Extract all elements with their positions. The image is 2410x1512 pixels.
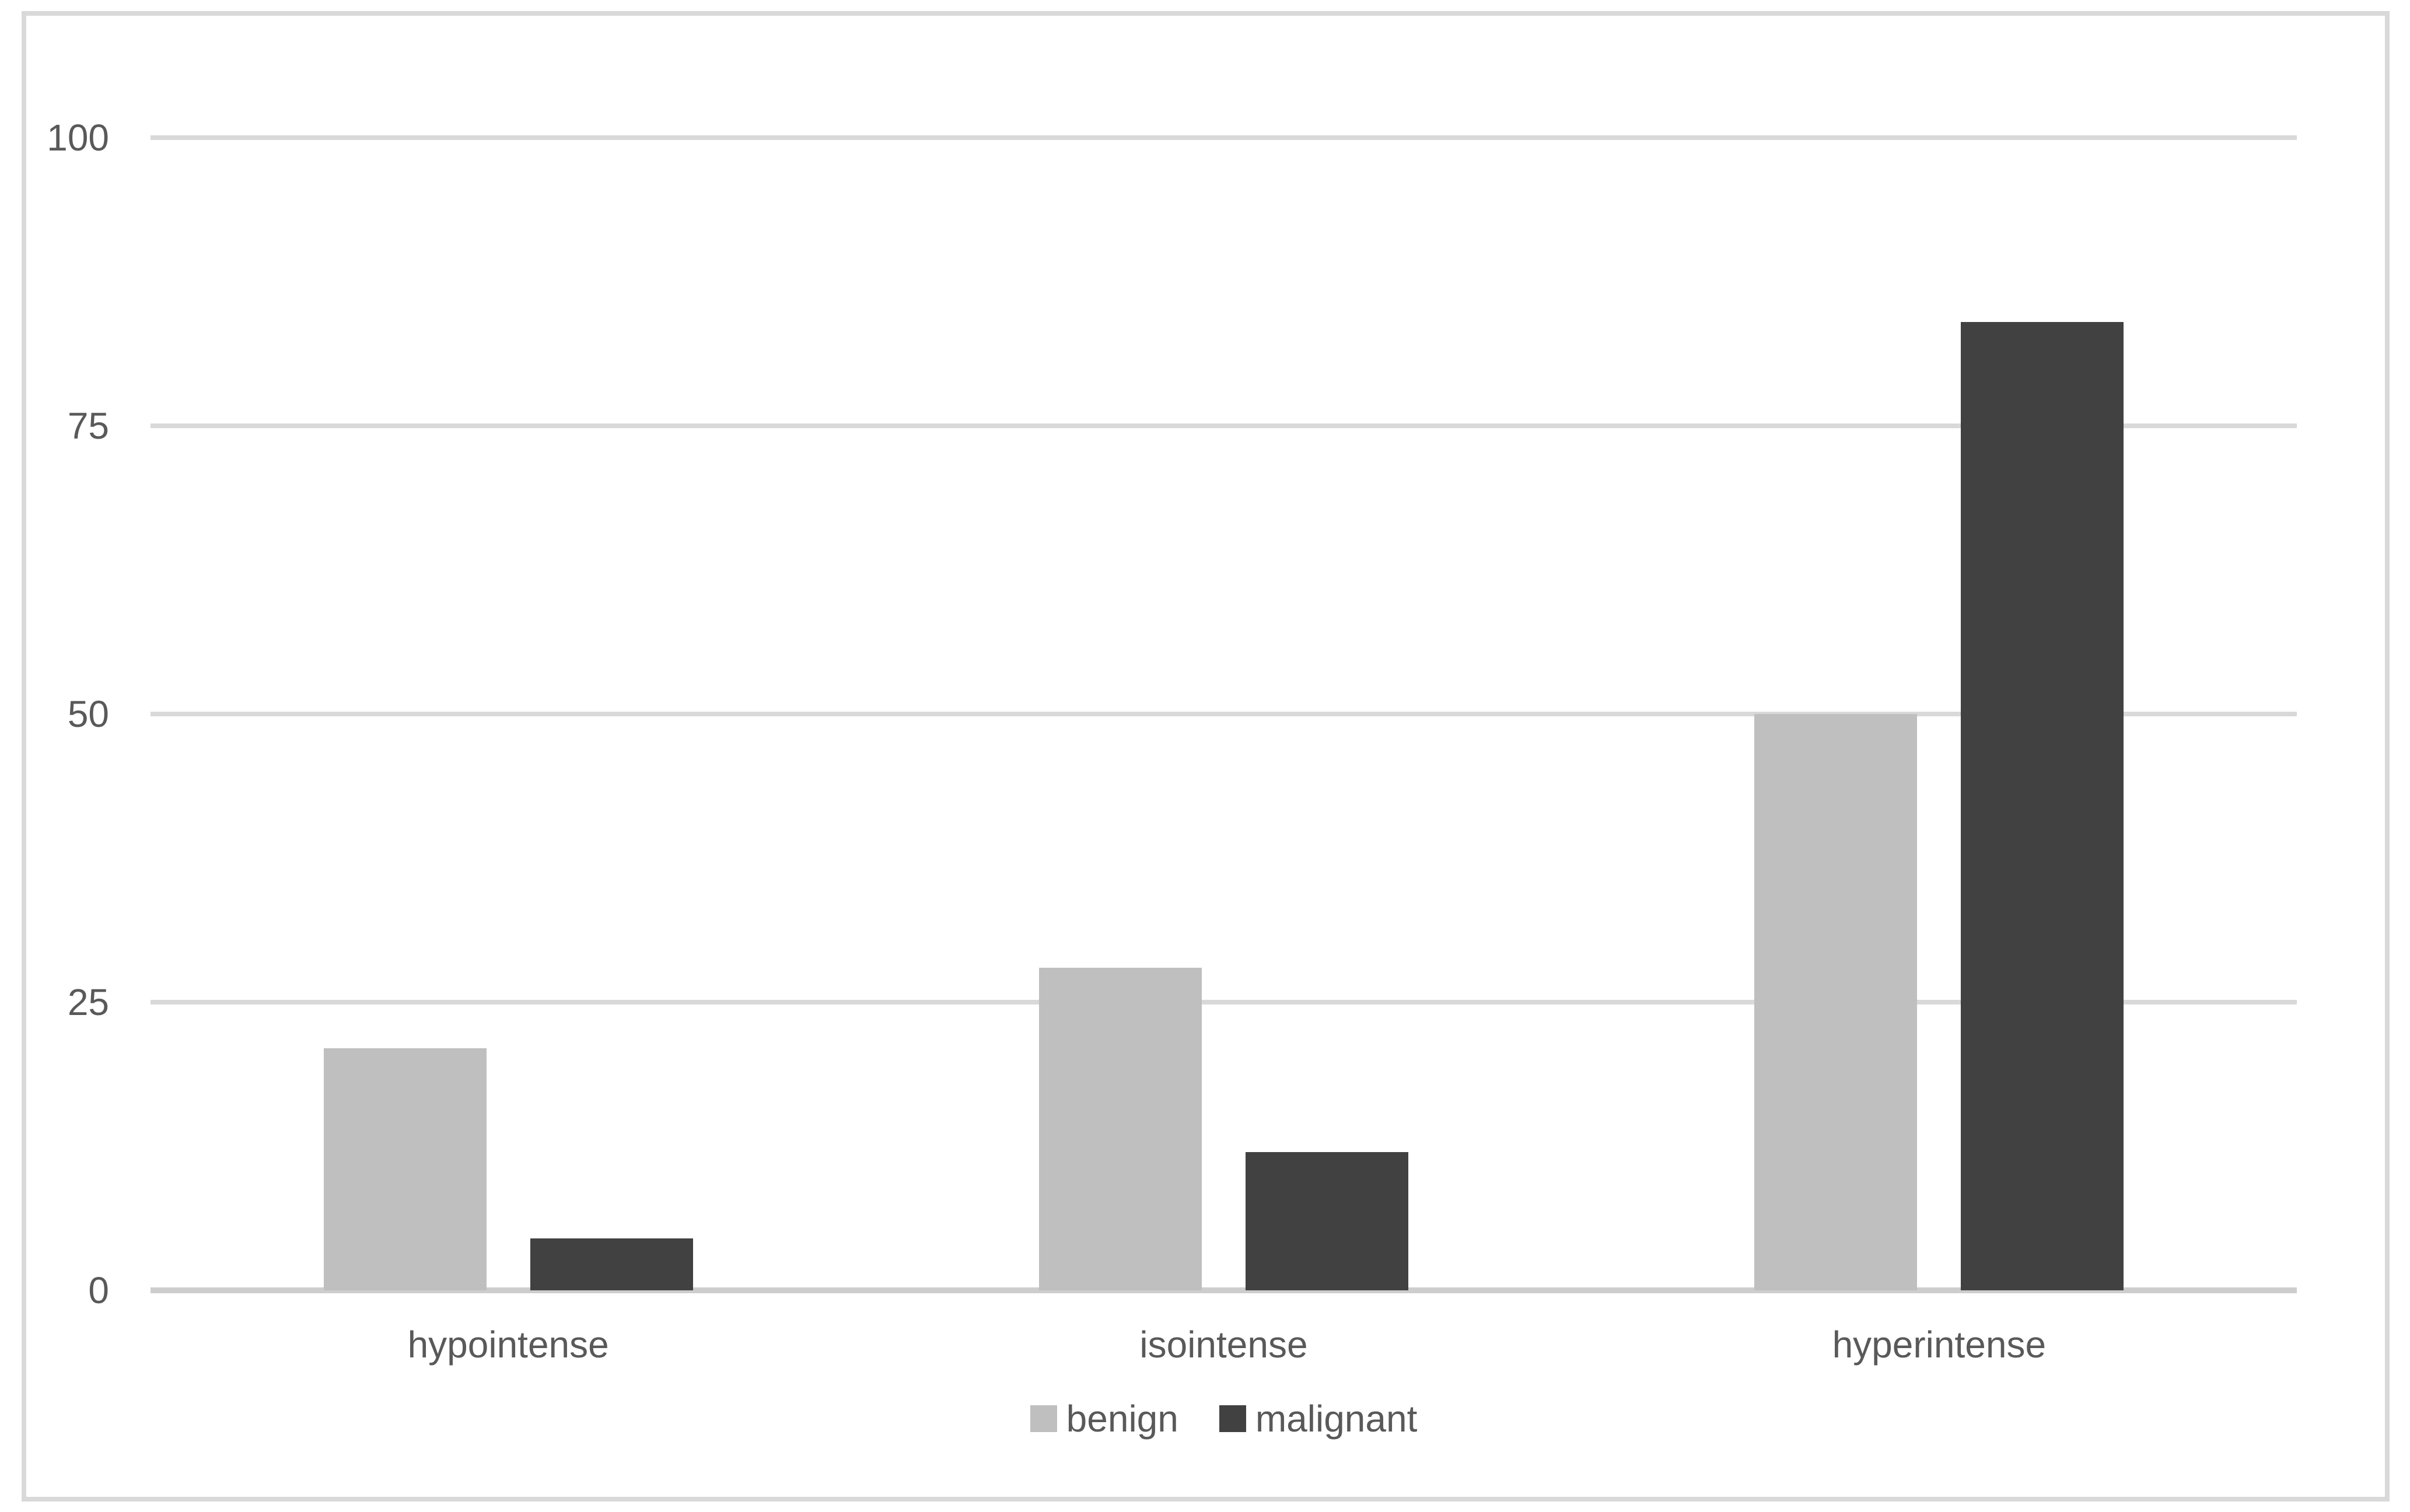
- category-label-isointense: isointense: [1139, 1324, 1308, 1366]
- legend-label-benign: benign: [1066, 1398, 1178, 1440]
- legend-swatch-malignant: [1219, 1405, 1246, 1432]
- y-axis-tick-label-50: 50: [67, 693, 109, 735]
- legend-label-malignant: malignant: [1255, 1398, 1418, 1440]
- y-axis-tick-label-100: 100: [47, 117, 109, 159]
- legend: benign malignant: [151, 1400, 2297, 1437]
- legend-item-benign: benign: [1030, 1400, 1178, 1437]
- y-axis-tick-label-25: 25: [67, 981, 109, 1023]
- bar-malignant-isointense: [1246, 1152, 1408, 1290]
- bar-malignant-hypointense: [530, 1238, 693, 1290]
- bar-benign-hypointense: [323, 1048, 487, 1290]
- legend-item-malignant: malignant: [1219, 1398, 1418, 1440]
- category-label-hypointense: hypointense: [407, 1324, 609, 1366]
- x-axis-line: [151, 1287, 2297, 1293]
- bar-malignant-hyperintense: [1961, 322, 2124, 1290]
- gridline-y-75: [151, 424, 2297, 428]
- category-label-hyperintense: hyperintense: [1832, 1324, 2047, 1366]
- legend-swatch-benign: [1030, 1405, 1057, 1432]
- plot-area: [151, 135, 2297, 1293]
- y-axis-tick-label-75: 75: [67, 405, 109, 447]
- gridline-y-25: [151, 1000, 2297, 1005]
- y-axis-tick-label-0: 0: [88, 1269, 109, 1311]
- gridline-y-100: [151, 135, 2297, 140]
- bar-benign-isointense: [1039, 967, 1202, 1290]
- bar-benign-hyperintense: [1754, 714, 1918, 1290]
- gridline-y-50: [151, 712, 2297, 716]
